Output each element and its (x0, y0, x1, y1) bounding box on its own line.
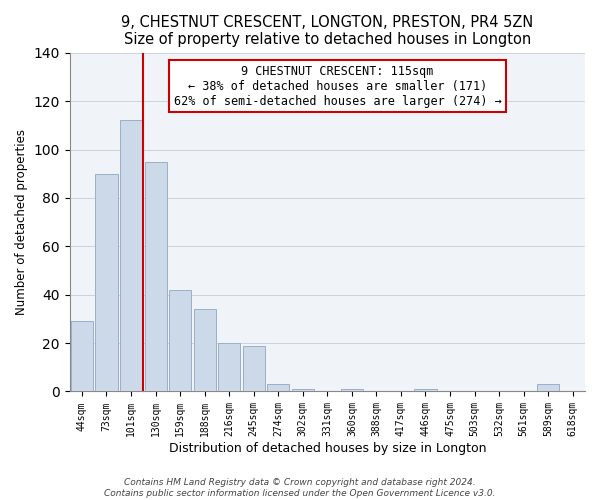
Title: 9, CHESTNUT CRESCENT, LONGTON, PRESTON, PR4 5ZN
Size of property relative to det: 9, CHESTNUT CRESCENT, LONGTON, PRESTON, … (121, 15, 533, 48)
Text: Contains HM Land Registry data © Crown copyright and database right 2024.
Contai: Contains HM Land Registry data © Crown c… (104, 478, 496, 498)
Text: 9 CHESTNUT CRESCENT: 115sqm
← 38% of detached houses are smaller (171)
62% of se: 9 CHESTNUT CRESCENT: 115sqm ← 38% of det… (174, 64, 502, 108)
Bar (145, 162, 167, 392)
Bar (341, 389, 363, 392)
Bar (537, 384, 559, 392)
Bar (267, 384, 289, 392)
Bar (292, 389, 314, 392)
Bar (169, 290, 191, 392)
X-axis label: Distribution of detached houses by size in Longton: Distribution of detached houses by size … (169, 442, 486, 455)
Bar (415, 389, 437, 392)
Bar (120, 120, 142, 392)
Bar (71, 322, 93, 392)
Bar (95, 174, 118, 392)
Bar (242, 346, 265, 392)
Bar (194, 309, 215, 392)
Y-axis label: Number of detached properties: Number of detached properties (15, 129, 28, 315)
Bar (218, 343, 240, 392)
